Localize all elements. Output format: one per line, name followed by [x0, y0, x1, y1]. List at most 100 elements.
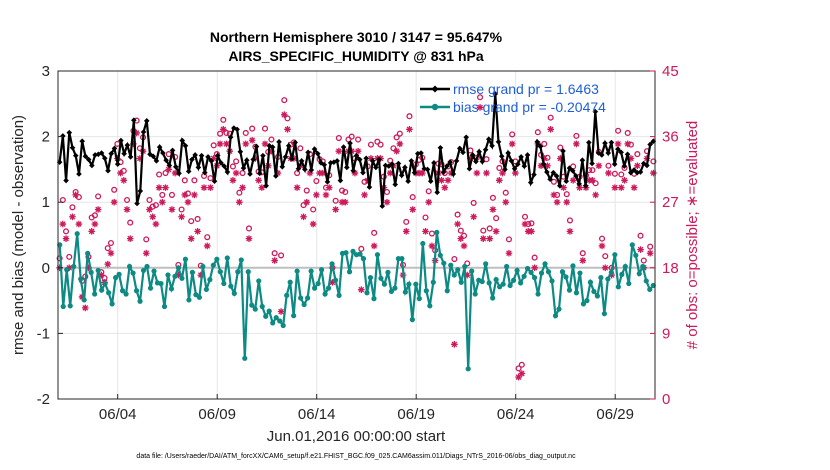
- obs-possible-point: [483, 156, 490, 163]
- obs-evaluated-point: [393, 147, 400, 155]
- obs-possible-point: [602, 253, 609, 260]
- obs-evaluated-point: [274, 169, 282, 177]
- bias-point: [633, 252, 639, 258]
- bias-point: [577, 270, 583, 276]
- rmse-point: [508, 158, 515, 164]
- obs-possible-point: [489, 194, 496, 201]
- rmse-point: [376, 156, 382, 163]
- bias-point: [605, 276, 611, 282]
- obs-evaluated-point: [62, 235, 70, 242]
- obs-possible-point: [239, 169, 246, 177]
- rmse-point: [547, 176, 553, 183]
- bias-point: [102, 280, 108, 287]
- obs-evaluated-point: [72, 191, 79, 199]
- rmse-point: [537, 143, 544, 150]
- obs-evaluated-point: [479, 235, 487, 242]
- obs-evaluated-point: [155, 184, 163, 191]
- rmse-point: [644, 162, 650, 169]
- obs-evaluated-point: [537, 162, 545, 170]
- obs-evaluated-point: [69, 213, 76, 221]
- obs-evaluated-point: [300, 213, 307, 221]
- rmse-point: [92, 152, 98, 158]
- bias-point: [242, 355, 248, 361]
- obs-evaluated-point: [569, 177, 577, 184]
- bias-point: [196, 294, 202, 300]
- y-right-tick-label: 45: [662, 63, 679, 80]
- rmse-point: [337, 177, 344, 184]
- rmse-point: [476, 148, 482, 155]
- bias-point: [608, 269, 614, 275]
- obs-evaluated-point: [361, 191, 368, 199]
- obs-evaluated-point: [573, 140, 580, 148]
- x-tick-label: 06/14: [298, 406, 336, 423]
- bias-point: [217, 269, 223, 275]
- obs-possible-point: [261, 125, 269, 132]
- rmse-point: [356, 156, 363, 163]
- bias-point: [591, 288, 597, 295]
- bias-point: [573, 290, 580, 296]
- rmse-point: [498, 153, 505, 160]
- rmse-point: [521, 163, 528, 169]
- rmse-point: [447, 159, 453, 165]
- obs-possible-point: [223, 129, 230, 137]
- obs-possible-point: [332, 197, 339, 204]
- obs-possible-point: [563, 191, 570, 198]
- rmse-point: [214, 152, 221, 159]
- y-tick-label: 1: [42, 194, 50, 211]
- bias-point: [291, 313, 297, 319]
- obs-evaluated-point: [162, 184, 169, 191]
- bias-point: [542, 261, 548, 267]
- obs-evaluated-point: [579, 257, 587, 264]
- bias-point: [60, 303, 66, 310]
- bias-point: [524, 265, 531, 272]
- bias-point: [552, 313, 559, 319]
- rmse-point: [208, 158, 215, 164]
- obs-evaluated-point: [171, 169, 179, 177]
- rmse-point: [408, 158, 415, 164]
- obs-possible-point: [383, 188, 391, 196]
- bias-point: [462, 263, 468, 270]
- obs-evaluated-point: [332, 206, 339, 213]
- obs-evaluated-point: [75, 220, 83, 228]
- x-ticks: 06/04 06/09 06/14 06/19 06/24 06/29: [99, 394, 634, 423]
- obs-evaluated-point: [322, 191, 330, 199]
- bias-point: [364, 290, 370, 296]
- obs-possible-point: [152, 202, 159, 209]
- rmse-point: [263, 183, 269, 189]
- rmse-point: [76, 171, 82, 177]
- rmse-point: [308, 167, 315, 173]
- bias-point: [235, 269, 241, 275]
- obs-possible-point: [59, 196, 66, 204]
- rmse-point: [279, 163, 286, 170]
- rmse-point: [450, 171, 457, 177]
- obs-evaluated-point: [601, 264, 609, 272]
- rmse-point: [469, 152, 476, 158]
- obs-possible-point: [162, 169, 169, 177]
- obs-evaluated-point: [409, 206, 416, 213]
- rmse-point: [524, 152, 531, 158]
- rmse-point: [627, 169, 634, 176]
- obs-evaluated-point: [81, 304, 89, 312]
- rmse-point: [563, 178, 570, 185]
- rmse-point: [160, 150, 166, 156]
- bias-point: [221, 280, 227, 287]
- bias-point: [451, 272, 457, 278]
- obs-evaluated-point: [303, 198, 311, 206]
- rmse-point: [234, 126, 240, 133]
- obs-evaluated-point: [605, 169, 612, 177]
- bias-point: [252, 306, 258, 312]
- rmse-point: [637, 169, 644, 175]
- obs-possible-point: [178, 206, 185, 213]
- obs-evaluated-point: [146, 206, 153, 213]
- obs-evaluated-point: [540, 155, 548, 162]
- rmse-point: [415, 150, 421, 157]
- obs-possible-point: [335, 135, 342, 142]
- obs-possible-point: [355, 136, 362, 143]
- obs-evaluated-point: [187, 235, 195, 242]
- obs-possible-point: [515, 365, 522, 372]
- bias-point: [151, 268, 157, 274]
- obs-possible-point: [207, 175, 214, 182]
- rmse-point: [292, 139, 298, 146]
- bias-point: [99, 287, 105, 293]
- legend-bias-marker: [431, 103, 439, 111]
